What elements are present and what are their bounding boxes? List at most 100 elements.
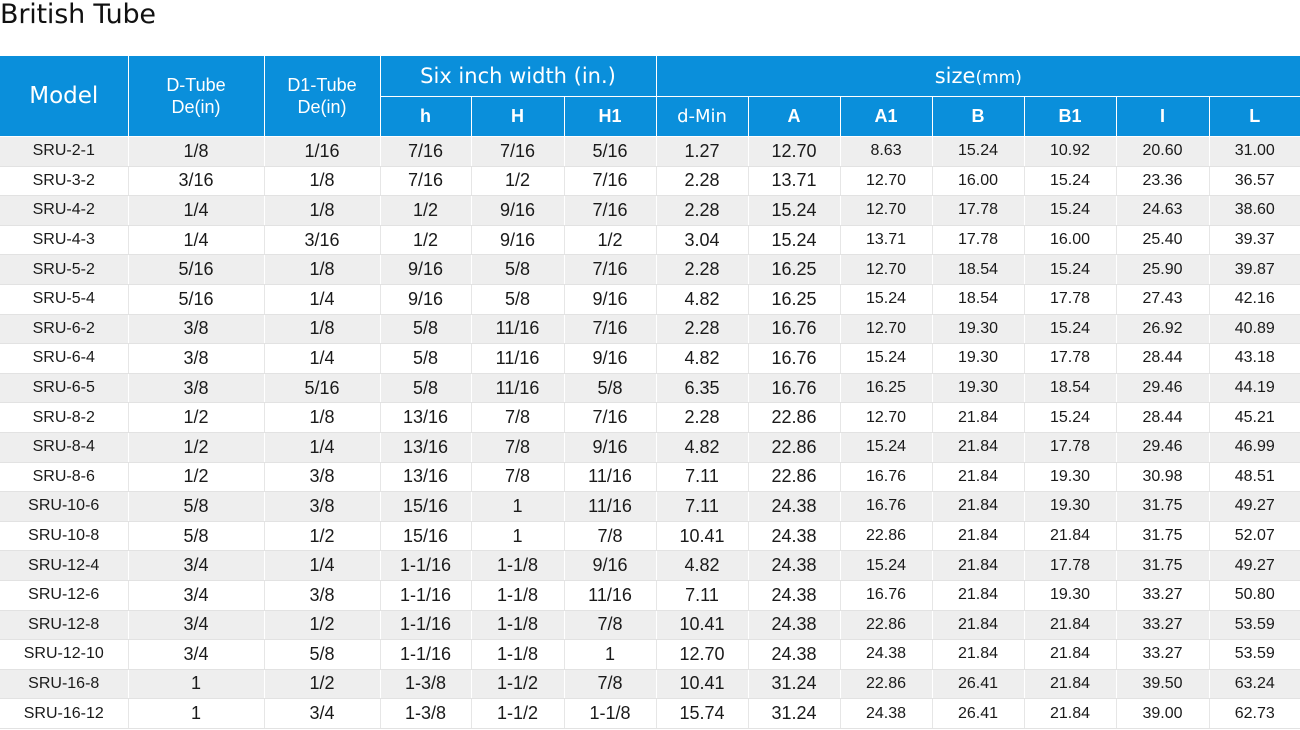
value-cell: 16.25 <box>840 373 933 404</box>
value-cell: 21.84 <box>932 402 1025 433</box>
value-cell: 12.70 <box>840 254 933 285</box>
value-cell: 1/8 <box>264 314 381 345</box>
value-cell: 3/4 <box>128 639 265 670</box>
table-row: SRU-16-8 1 1/2 1-3/8 1-1/2 7/8 10.41 31.24 22.86… <box>0 669 1300 700</box>
value-cell: 17.78 <box>932 225 1025 256</box>
model-cell: SRU-16-12 <box>0 698 129 729</box>
table-row: SRU-8-2 1/2 1/8 13/16 7/8 7/16 2.28 22.86 12.70 2… <box>0 402 1300 433</box>
value-cell: 24.38 <box>748 550 841 581</box>
value-cell: 16.00 <box>932 166 1025 197</box>
value-cell: 15.24 <box>748 195 841 226</box>
value-cell: 1.27 <box>656 136 749 167</box>
value-cell: 1-1/8 <box>471 610 565 641</box>
value-cell: 4.82 <box>656 432 749 463</box>
value-cell: 1/4 <box>264 550 381 581</box>
value-cell: 21.84 <box>1024 669 1117 700</box>
value-cell: 63.24 <box>1209 669 1300 700</box>
table-header: Model D-Tube De(in) D1-Tube De(in) Six i… <box>0 56 1300 137</box>
value-cell: 1/4 <box>264 432 381 463</box>
value-cell: 1-3/8 <box>380 698 472 729</box>
value-cell: 6.35 <box>656 373 749 404</box>
model-cell: SRU-6-5 <box>0 373 129 404</box>
value-cell: 21.84 <box>932 462 1025 493</box>
header-size-unit: (mm) <box>975 68 1022 88</box>
value-cell: 21.84 <box>1024 639 1117 670</box>
value-cell: 46.99 <box>1209 432 1300 463</box>
value-cell: 1/4 <box>264 284 381 315</box>
value-cell: 12.70 <box>840 166 933 197</box>
sub-header-i: I <box>1116 96 1210 137</box>
value-cell: 5/8 <box>380 314 472 345</box>
value-cell: 33.27 <box>1116 610 1210 641</box>
value-cell: 24.38 <box>748 491 841 522</box>
value-cell: 9/16 <box>471 195 565 226</box>
value-cell: 1/2 <box>264 521 381 552</box>
value-cell: 24.38 <box>748 639 841 670</box>
value-cell: 22.86 <box>748 402 841 433</box>
value-cell: 4.82 <box>656 343 749 374</box>
page-title: British Tube <box>0 0 156 30</box>
value-cell: 7/8 <box>471 402 565 433</box>
value-cell: 26.41 <box>932 698 1025 729</box>
value-cell: 7/16 <box>564 195 657 226</box>
value-cell: 17.78 <box>1024 284 1117 315</box>
model-cell: SRU-6-4 <box>0 343 129 374</box>
table-row: SRU-6-4 3/8 1/4 5/8 11/16 9/16 4.82 16.76 15.24 1… <box>0 343 1300 374</box>
value-cell: 22.86 <box>748 432 841 463</box>
table-row: SRU-6-5 3/8 5/16 5/8 11/16 5/8 6.35 16.76 16.25 1… <box>0 373 1300 404</box>
value-cell: 7/8 <box>564 669 657 700</box>
value-cell: 15.24 <box>1024 254 1117 285</box>
value-cell: 3/4 <box>128 610 265 641</box>
value-cell: 3/8 <box>128 343 265 374</box>
value-cell: 7/16 <box>380 136 472 167</box>
value-cell: 2.28 <box>656 402 749 433</box>
value-cell: 15.24 <box>840 432 933 463</box>
value-cell: 2.28 <box>656 314 749 345</box>
value-cell: 53.59 <box>1209 639 1300 670</box>
value-cell: 13/16 <box>380 402 472 433</box>
table-row: SRU-2-1 1/8 1/16 7/16 7/16 5/16 1.27 12.70 8.63 1… <box>0 136 1300 167</box>
value-cell: 3/16 <box>264 225 381 256</box>
value-cell: 1-1/16 <box>380 580 472 611</box>
header-d1-tube-label: D1-Tube <box>287 75 357 95</box>
value-cell: 30.98 <box>1116 462 1210 493</box>
table-row: SRU-6-2 3/8 1/8 5/8 11/16 7/16 2.28 16.76 12.70 1… <box>0 314 1300 345</box>
value-cell: 21.84 <box>932 550 1025 581</box>
model-cell: SRU-2-1 <box>0 136 129 167</box>
header-d-tube-unit: De(in) <box>171 97 221 117</box>
value-cell: 7/16 <box>564 314 657 345</box>
model-cell: SRU-6-2 <box>0 314 129 345</box>
table-row: SRU-4-2 1/4 1/8 1/2 9/16 7/16 2.28 15.24 12.70 17… <box>0 195 1300 226</box>
value-cell: 10.41 <box>656 610 749 641</box>
value-cell: 39.50 <box>1116 669 1210 700</box>
value-cell: 25.90 <box>1116 254 1210 285</box>
header-six-inch-group: Six inch width (in.) <box>380 56 657 97</box>
value-cell: 15.24 <box>1024 166 1117 197</box>
value-cell: 7/16 <box>564 402 657 433</box>
value-cell: 3/8 <box>128 314 265 345</box>
value-cell: 23.36 <box>1116 166 1210 197</box>
value-cell: 19.30 <box>1024 491 1117 522</box>
value-cell: 1/16 <box>264 136 381 167</box>
sub-header-b1: B1 <box>1024 96 1117 137</box>
value-cell: 10.92 <box>1024 136 1117 167</box>
sub-header-a: A <box>748 96 841 137</box>
table-row: SRU-10-6 5/8 3/8 15/16 1 11/16 7.11 24.38 16.76 2… <box>0 491 1300 522</box>
value-cell: 1-1/2 <box>471 698 565 729</box>
value-cell: 21.84 <box>1024 521 1117 552</box>
value-cell: 7/16 <box>471 136 565 167</box>
value-cell: 1/2 <box>564 225 657 256</box>
british-tube-spec-table: Model D-Tube De(in) D1-Tube De(in) Six i… <box>0 56 1300 729</box>
value-cell: 15/16 <box>380 491 472 522</box>
value-cell: 7/16 <box>564 166 657 197</box>
sub-header-b: B <box>932 96 1025 137</box>
value-cell: 31.24 <box>748 698 841 729</box>
value-cell: 11/16 <box>564 462 657 493</box>
value-cell: 25.40 <box>1116 225 1210 256</box>
value-cell: 13.71 <box>840 225 933 256</box>
table-row: SRU-16-12 1 3/4 1-3/8 1-1/2 1-1/8 15.74 31.24 24… <box>0 698 1300 729</box>
value-cell: 8.63 <box>840 136 933 167</box>
value-cell: 53.59 <box>1209 610 1300 641</box>
table-row: SRU-3-2 3/16 1/8 7/16 1/2 7/16 2.28 13.71 12.70 1… <box>0 166 1300 197</box>
table-row: SRU-5-4 5/16 1/4 9/16 5/8 9/16 4.82 16.25 15.24 1… <box>0 284 1300 315</box>
